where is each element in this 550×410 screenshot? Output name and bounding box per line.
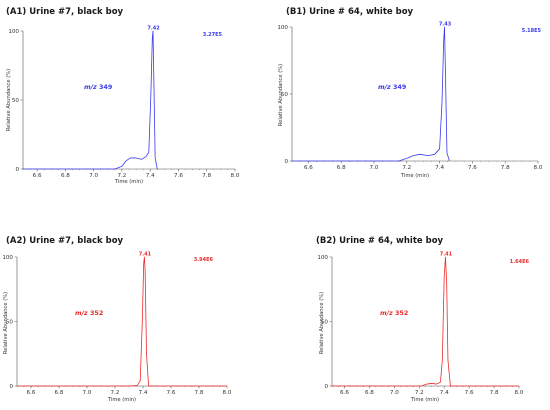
- ion-value: 352: [395, 309, 408, 317]
- ion-value: 349: [99, 83, 113, 91]
- y-axis-label: Relative Abundance (%): [3, 292, 9, 354]
- x-tick-label: 7.0: [83, 390, 92, 396]
- chart-svg-a2: (A2) Urine #7, black boy Relative Abunda…: [2, 236, 232, 403]
- y-tick-label: 50: [321, 320, 329, 326]
- chart-svg-b1: (B1) Urine # 64, white boy Relative Abun…: [277, 7, 543, 179]
- ion-label: m/z 349: [84, 83, 113, 91]
- x-tick-label: 7.4: [440, 390, 449, 396]
- x-tick-label: 7.8: [202, 173, 211, 179]
- ion-value: 349: [393, 83, 407, 91]
- chart-panel-a2: (A2) Urine #7, black boy Relative Abunda…: [0, 205, 275, 410]
- chart-title: (A2) Urine #7, black boy: [6, 236, 124, 246]
- ion-prefix: m/z: [380, 309, 393, 317]
- x-tick-label: 7.8: [501, 165, 510, 171]
- x-tick-label: 6.8: [55, 390, 64, 396]
- chart-panel-b2: (B2) Urine # 64, white boy Relative Abun…: [275, 205, 550, 410]
- ion-label: m/z 352: [75, 309, 103, 317]
- chart-title: (B2) Urine # 64, white boy: [316, 236, 444, 246]
- x-tick-label: 6.6: [340, 390, 349, 396]
- ion-label: m/z 352: [380, 309, 408, 317]
- x-axis-label: Time (min): [410, 397, 439, 403]
- ion-prefix: m/z: [378, 83, 391, 91]
- abundance-label: 3.27E5: [203, 32, 223, 38]
- x-tick-label: 7.8: [490, 390, 499, 396]
- y-tick-label: 50: [12, 98, 20, 104]
- ion-label: m/z 349: [378, 83, 407, 91]
- y-tick-label: 0: [9, 384, 13, 390]
- x-tick-label: 7.2: [111, 390, 120, 396]
- x-tick-label: 7.0: [390, 390, 399, 396]
- y-axis-label: Relative Abundance (%): [6, 69, 12, 131]
- x-tick-label: 7.2: [402, 165, 411, 171]
- abundance-label: 1.64E6: [510, 259, 530, 265]
- x-tick-label: 8.0: [515, 390, 524, 396]
- x-tick-label: 7.4: [146, 173, 155, 179]
- abundance-label: 3.94E6: [194, 257, 214, 263]
- x-tick-label: 7.6: [468, 165, 477, 171]
- x-axis-label: Time (min): [107, 397, 136, 403]
- x-tick-label: 7.2: [117, 173, 126, 179]
- x-tick-label: 7.2: [415, 390, 424, 396]
- x-axis-label: Time (min): [114, 179, 143, 185]
- x-tick-label: 7.6: [174, 173, 183, 179]
- x-axis-label: Time (min): [400, 173, 429, 179]
- x-tick-label: 6.6: [27, 390, 36, 396]
- x-tick-label: 7.0: [89, 173, 98, 179]
- x-tick-label: 6.8: [61, 173, 70, 179]
- x-tick-label: 8.0: [534, 165, 543, 171]
- y-axis-label: Relative Abundance (%): [319, 292, 325, 354]
- abundance-label: 5.18E5: [522, 28, 542, 34]
- y-tick-label: 0: [284, 159, 288, 165]
- x-tick-label: 6.8: [337, 165, 346, 171]
- x-tick-label: 7.8: [195, 390, 204, 396]
- chart-panel-a1: (A1) Urine #7, black boy Relative Abunda…: [0, 0, 275, 205]
- y-axis-label: Relative Abundance (%): [278, 64, 284, 126]
- y-tick-label: 0: [324, 384, 328, 390]
- x-tick-label: 8.0: [231, 173, 240, 179]
- chromatogram-trace: [17, 256, 227, 387]
- chromatogram-trace: [292, 26, 450, 162]
- x-tick-label: 8.0: [223, 390, 232, 396]
- ion-value: 352: [90, 309, 103, 317]
- peak-label: 7.43: [439, 22, 452, 28]
- chart-title: (B1) Urine # 64, white boy: [286, 7, 414, 17]
- chromatogram-trace: [23, 30, 158, 170]
- chart-svg-b2: (B2) Urine # 64, white boy Relative Abun…: [316, 236, 530, 403]
- peak-label: 7.42: [147, 26, 160, 32]
- y-tick-label: 50: [281, 92, 289, 98]
- peak-label: 7.41: [139, 252, 152, 258]
- x-tick-label: 7.6: [465, 390, 474, 396]
- y-tick-label: 100: [317, 255, 328, 261]
- chart-panel-b1: (B1) Urine # 64, white boy Relative Abun…: [275, 0, 550, 205]
- y-tick-label: 50: [6, 320, 14, 326]
- y-tick-label: 100: [2, 255, 13, 261]
- x-tick-label: 6.6: [33, 173, 42, 179]
- ion-prefix: m/z: [84, 83, 97, 91]
- chart-title: (A1) Urine #7, black boy: [6, 7, 124, 17]
- y-tick-label: 100: [8, 29, 19, 35]
- x-tick-label: 7.4: [139, 390, 148, 396]
- x-tick-label: 6.8: [365, 390, 374, 396]
- peak-label: 7.41: [440, 252, 453, 258]
- x-tick-label: 6.6: [304, 165, 313, 171]
- ion-prefix: m/z: [75, 309, 88, 317]
- y-tick-label: 0: [15, 167, 19, 173]
- chromatogram-trace: [332, 256, 519, 387]
- chart-svg-a1: (A1) Urine #7, black boy Relative Abunda…: [6, 7, 240, 185]
- x-tick-label: 7.0: [370, 165, 379, 171]
- y-tick-label: 100: [277, 25, 288, 31]
- x-tick-label: 7.6: [167, 390, 176, 396]
- x-tick-label: 7.4: [435, 165, 444, 171]
